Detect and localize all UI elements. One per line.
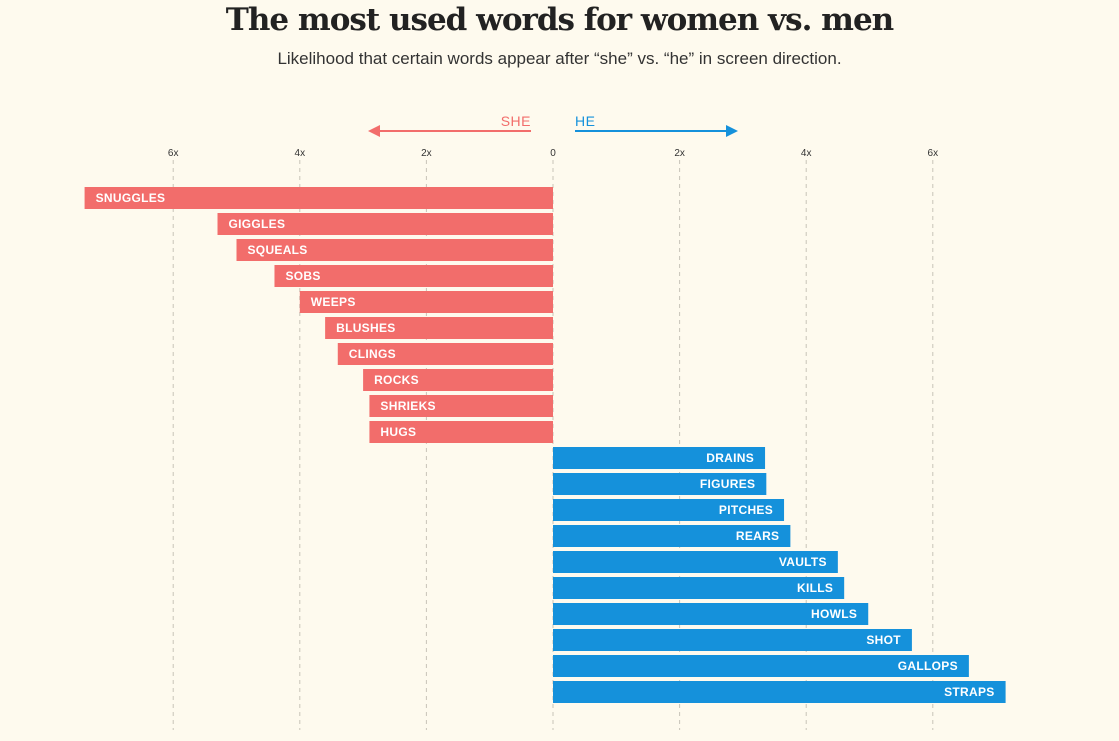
she-arrow-head [368,125,380,137]
direction-indicator: SHE HE [368,113,738,137]
bar-blushes [325,317,553,339]
bar-straps [553,681,1006,703]
bar-label-gallops: GALLOPS [898,659,958,673]
bar-howls [553,603,869,625]
bar-clings [337,343,553,365]
bar-shrieks [369,395,553,417]
she-direction-label: SHE [501,113,531,129]
tick-label: 2x [421,148,432,159]
bars: SNUGGLES GIGGLES SQUEALS SOBS WEEPS BLUSHES CL… [84,187,1006,703]
bar-label-drains: DRAINS [706,451,754,465]
tick-label: 2x [674,148,685,159]
bar-rears [553,525,791,547]
bar-giggles [217,213,553,235]
he-arrow-head [726,125,738,137]
tick-label: 0 [550,148,556,159]
bar-label-howls: HOWLS [811,607,857,621]
bar-label-shot: SHOT [866,633,901,647]
bar-vaults [553,551,838,573]
tick-label: 6x [168,148,179,159]
bar-squeals [236,239,553,261]
bar-label-vaults: VAULTS [779,555,827,569]
bar-sobs [274,265,553,287]
bar-snuggles [84,187,553,209]
bar-label-kills: KILLS [797,581,833,595]
tick-label: 6x [928,148,939,159]
chart-subtitle: Likelihood that certain words appear aft… [277,49,842,68]
bar-pitches [553,499,785,521]
bar-label-pitches: PITCHES [719,503,773,517]
tick-label: 4x [295,148,306,159]
bar-label-figures: FIGURES [700,477,755,491]
bar-kills [553,577,845,599]
tick-label: 4x [801,148,812,159]
bar-label-snuggles: SNUGGLES [96,191,166,205]
chart-title: The most used words for women vs. men [225,2,894,38]
bar-label-rocks: ROCKS [374,373,419,387]
bar-gallops [553,655,969,677]
bar-label-shrieks: SHRIEKS [380,399,435,413]
bar-label-sobs: SOBS [285,269,320,283]
bar-figures [553,473,767,495]
bar-label-straps: STRAPS [944,685,994,699]
bar-drains [553,447,766,469]
he-direction-label: HE [575,113,595,129]
bar-label-hugs: HUGS [380,425,416,439]
bar-label-squeals: SQUEALS [248,243,308,257]
bar-rocks [363,369,553,391]
axis-ticks: 6x 4x 2x 0 2x 4x 6x [168,148,938,159]
bar-weeps [299,291,553,313]
bar-label-clings: CLINGS [349,347,396,361]
bar-hugs [369,421,553,443]
bar-label-giggles: GIGGLES [229,217,286,231]
bar-shot [553,629,912,651]
bar-label-blushes: BLUSHES [336,321,395,335]
bar-label-rears: REARS [736,529,780,543]
bar-label-weeps: WEEPS [311,295,356,309]
